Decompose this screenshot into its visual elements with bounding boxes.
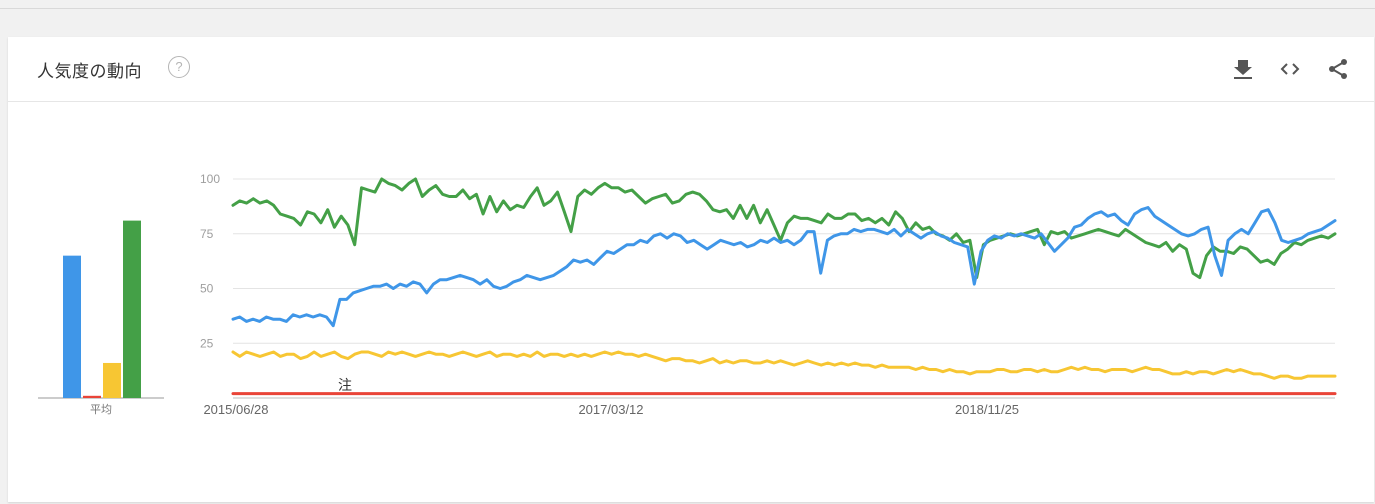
y-tick-label: 100 xyxy=(200,172,220,186)
note-annotation[interactable]: 注 xyxy=(338,377,352,393)
y-tick-label: 75 xyxy=(200,227,214,241)
download-icon[interactable] xyxy=(1231,57,1255,81)
x-tick-label: 2017/03/12 xyxy=(578,402,643,417)
average-label: 平均 xyxy=(90,403,112,416)
series-line[interactable] xyxy=(231,177,1337,280)
x-tick-label: 2015/06/28 xyxy=(203,402,268,417)
series-line[interactable] xyxy=(231,350,1337,380)
x-tick-label: 2018/11/25 xyxy=(955,402,1019,417)
trend-card: 人気度の動向 ? xyxy=(8,37,1374,502)
series-line[interactable] xyxy=(231,206,1337,328)
average-bar xyxy=(103,362,121,398)
share-icon[interactable] xyxy=(1326,57,1350,81)
y-tick-label: 50 xyxy=(200,282,214,296)
help-icon[interactable]: ? xyxy=(168,56,190,78)
average-bar xyxy=(123,220,141,398)
average-bar xyxy=(63,255,81,398)
embed-icon[interactable] xyxy=(1278,57,1302,81)
average-bar-chart: 平均 xyxy=(38,220,164,416)
line-chart: 25 50 75 100 2015/06/28 2017/03/12 2018/11/… xyxy=(200,172,1337,417)
page-top-bar xyxy=(0,0,1375,9)
card-title: 人気度の動向 xyxy=(37,62,142,81)
card-header: 人気度の動向 ? xyxy=(8,37,1374,102)
average-bar xyxy=(83,395,101,398)
y-tick-label: 25 xyxy=(200,336,214,350)
